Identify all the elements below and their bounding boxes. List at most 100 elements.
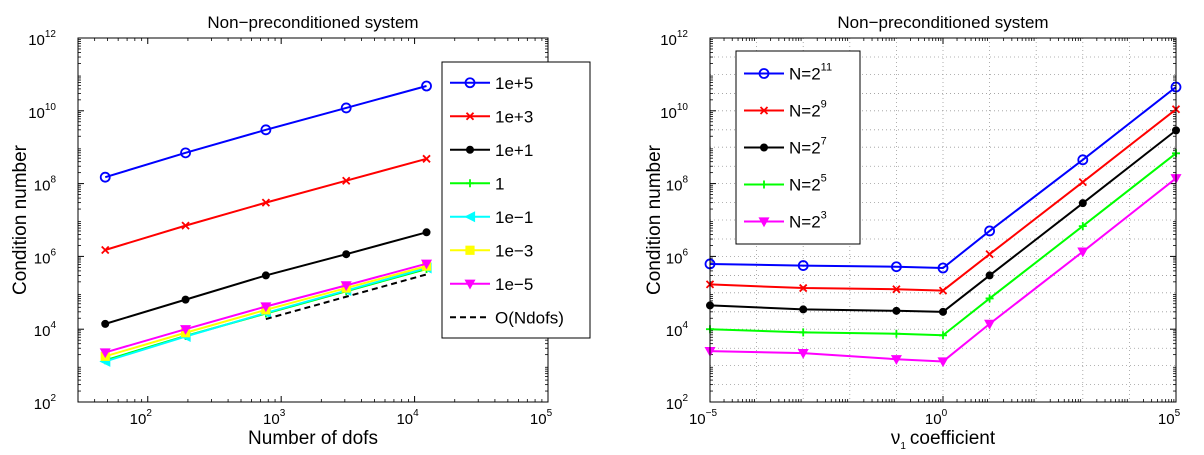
legend-marker xyxy=(465,245,475,255)
legend-label-exponent: 11 xyxy=(821,62,832,74)
data-point xyxy=(421,80,432,92)
data-point xyxy=(939,331,947,340)
data-point xyxy=(260,124,272,136)
data-point xyxy=(181,295,190,304)
legend-label-exponent: 5 xyxy=(821,173,827,185)
data-point xyxy=(99,348,111,359)
y-axis-label: Condition number xyxy=(644,144,665,295)
y-tick-label: 108 xyxy=(34,175,57,195)
legend-item: 1e+3 xyxy=(450,107,533,126)
data-point xyxy=(180,147,191,159)
data-point xyxy=(180,325,192,335)
x-axis-label-subscript: 1 xyxy=(900,441,906,452)
x-tick-exponent: 3 xyxy=(280,408,286,419)
data-point xyxy=(101,319,110,328)
legend-item: 1e−1 xyxy=(450,208,533,227)
y-tick-label: 104 xyxy=(34,320,57,340)
x-tick-exponent: 4 xyxy=(413,408,419,419)
data-point xyxy=(422,228,431,237)
y-tick-exponent: 12 xyxy=(677,29,689,40)
legend-marker xyxy=(464,279,476,290)
legend-box xyxy=(441,61,591,339)
y-tick-exponent: 2 xyxy=(682,393,688,404)
data-point xyxy=(937,262,949,274)
y-tick-label: 108 xyxy=(666,175,689,195)
data-point xyxy=(340,281,352,292)
x-tick-label: 10−5 xyxy=(689,408,718,428)
data-point xyxy=(985,250,994,259)
legend-label: N=23 xyxy=(789,210,827,232)
legend-label: 1e−1 xyxy=(495,208,533,227)
data-point xyxy=(797,349,809,359)
y-tick-exponent: 12 xyxy=(45,29,57,40)
legend-item: 1e+1 xyxy=(450,141,533,160)
y-tick-label: 1010 xyxy=(660,102,688,122)
legend-item: N=29 xyxy=(744,99,827,121)
y-tick-exponent: 6 xyxy=(682,247,688,258)
data-point xyxy=(891,261,902,273)
series-line xyxy=(265,273,427,321)
legend-marker xyxy=(465,112,475,121)
chart-title: Non−preconditioned system xyxy=(207,13,418,32)
y-tick-exponent: 10 xyxy=(677,102,689,113)
x-tick-exponent: −5 xyxy=(706,408,718,419)
y-tick-label: 104 xyxy=(666,320,689,340)
data-point xyxy=(797,260,809,271)
y-tick-exponent: 4 xyxy=(50,320,56,331)
y-tick-exponent: 10 xyxy=(45,102,57,113)
y-tick-exponent: 4 xyxy=(682,320,688,331)
data-point xyxy=(1077,154,1089,166)
data-point xyxy=(420,259,433,270)
legend-label: 1e+1 xyxy=(495,141,533,160)
data-point xyxy=(799,328,808,337)
x-tick-label: 104 xyxy=(396,408,419,428)
x-tick-exponent: 5 xyxy=(1175,408,1181,419)
data-point xyxy=(99,171,111,183)
data-point xyxy=(938,286,948,295)
legend-label: N=27 xyxy=(789,136,827,158)
x-tick-label: 103 xyxy=(263,408,286,428)
x-tick-exponent: 5 xyxy=(547,408,553,419)
y-tick-exponent: 2 xyxy=(50,393,56,404)
legend-marker xyxy=(758,217,770,228)
legend-marker xyxy=(758,68,770,79)
data-point xyxy=(422,154,431,163)
x-axis-label-text: coefficient xyxy=(910,428,996,449)
y-tick-label: 1010 xyxy=(28,102,56,122)
legend-label-exponent: 3 xyxy=(821,210,827,222)
legend-label: N=29 xyxy=(789,99,827,121)
legend: 1e+5 1e+3 1e+1 1 1e−1 1e−3 1e−5 O(Ndofs) xyxy=(441,61,591,339)
legend-item: N=23 xyxy=(744,210,827,232)
legend-item: 1e+5 xyxy=(450,74,533,93)
chart-title: Non−preconditioned system xyxy=(837,13,1048,32)
legend-label: N=25 xyxy=(789,173,827,195)
legend-item: 1e−5 xyxy=(450,275,533,294)
series-group xyxy=(704,81,1182,368)
legend-item: O(Ndofs) xyxy=(450,308,564,327)
y-tick-label: 102 xyxy=(34,393,57,413)
data-point xyxy=(937,357,949,368)
legend-item: N=25 xyxy=(744,173,827,195)
y-tick-label: 106 xyxy=(666,247,689,267)
data-point xyxy=(1078,199,1087,208)
data-point xyxy=(984,319,996,330)
legend-marker xyxy=(466,179,474,188)
data-point xyxy=(342,176,351,185)
series-line xyxy=(104,85,427,179)
x-tick-exponent: 0 xyxy=(942,408,948,419)
data-point xyxy=(985,294,994,303)
x-axis-label: Number of dofs xyxy=(248,428,378,449)
legend-label: 1 xyxy=(495,174,504,193)
data-point xyxy=(985,271,994,280)
data-point xyxy=(799,283,808,293)
y-tick-exponent: 6 xyxy=(50,247,56,258)
data-point xyxy=(181,221,190,230)
data-point xyxy=(984,225,995,237)
y-tick-label: 106 xyxy=(34,247,57,267)
legend-marker xyxy=(759,106,769,115)
